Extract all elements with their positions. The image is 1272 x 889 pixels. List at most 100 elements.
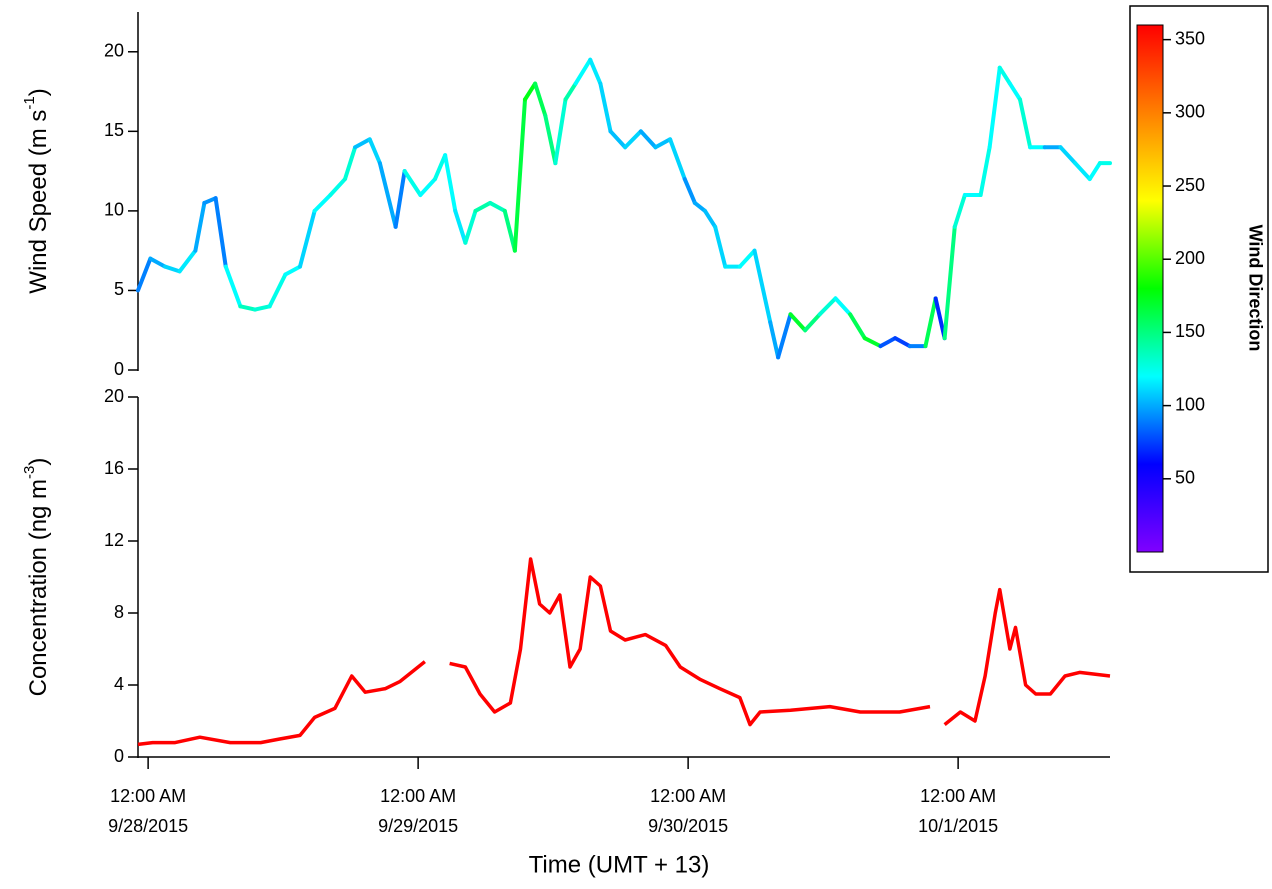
wind-segment: [788, 312, 808, 333]
y-axis-label: Wind Speed (m s-1): [21, 88, 52, 293]
y-tick-label: 8: [114, 602, 124, 622]
wind-segment: [1073, 161, 1092, 182]
wind-segment: [367, 137, 382, 166]
wind-segment: [433, 153, 448, 182]
colorbar-tick-label: 300: [1175, 102, 1205, 122]
wind-segment: [598, 81, 613, 134]
wind-segment: [703, 208, 718, 229]
wind-segment: [418, 177, 437, 197]
wind-segment: [193, 200, 207, 253]
colorbar-tick-label: 100: [1175, 394, 1205, 414]
wind-segment: [253, 304, 272, 312]
wind-segment: [1018, 97, 1033, 150]
wind-segment: [213, 196, 228, 269]
wind-segment: [978, 145, 992, 197]
wind-segment: [1087, 161, 1102, 182]
y-label-part: -3: [21, 466, 38, 479]
colorbar-frame: [1129, 5, 1269, 573]
wind-segment: [267, 272, 288, 309]
wind-segment: [987, 65, 1002, 150]
wind-segment: [893, 336, 912, 349]
colorbar-tick-label: 50: [1175, 468, 1195, 488]
colorbar-tick-label: 250: [1175, 175, 1205, 195]
wind-segment: [148, 256, 167, 269]
x-tick-label: 9/29/2015: [378, 816, 458, 836]
wind-segment: [328, 177, 347, 197]
x-tick-label: 12:00 AM: [110, 786, 186, 806]
wind-segment: [512, 97, 527, 253]
y-tick-label: 20: [104, 41, 124, 61]
wind-segment: [473, 200, 493, 213]
wind-segment: [952, 192, 967, 229]
wind-segment: [752, 248, 773, 325]
wind-segment: [878, 336, 898, 349]
wind-segment: [343, 145, 358, 182]
wind-segment: [768, 320, 781, 360]
wind-segment: [223, 264, 243, 309]
wind-segment: [238, 304, 257, 312]
wind-segment: [737, 248, 757, 269]
y-tick-label: 0: [114, 359, 124, 379]
wind-segment: [588, 57, 603, 86]
wind-segment: [608, 129, 628, 150]
y-label-part: Concentration (ng m: [25, 479, 52, 696]
y-tick-label: 15: [104, 120, 124, 140]
y-tick-label: 0: [114, 746, 124, 766]
wind-segment: [136, 256, 153, 293]
x-axis-label: Time (UMT + 13): [529, 851, 710, 878]
y-tick-label: 16: [104, 458, 124, 478]
wind-segment: [453, 208, 468, 245]
wind-segment: [848, 312, 867, 341]
x-tick-label: 12:00 AM: [380, 786, 456, 806]
x-tick-label: 12:00 AM: [920, 786, 996, 806]
wind-segment: [402, 169, 423, 197]
wind-segment: [533, 81, 548, 118]
wind-segment: [543, 113, 558, 166]
y-label-part: ): [25, 88, 52, 96]
wind-segment: [713, 224, 728, 269]
wind-segment: [283, 264, 302, 277]
wind-segment: [177, 248, 198, 274]
wind-segment: [803, 312, 822, 333]
wind-segment: [393, 169, 407, 229]
wind-segment: [653, 137, 673, 150]
y-tick-label: 5: [114, 279, 124, 299]
x-tick-label: 9/30/2015: [648, 816, 728, 836]
wind-segment: [573, 57, 593, 86]
y-label-part: -1: [21, 96, 38, 109]
wind-segment: [1007, 81, 1022, 102]
wind-segment: [638, 129, 658, 150]
y-tick-label: 20: [104, 386, 124, 406]
y-tick-label: 10: [104, 200, 124, 220]
wind-segment: [443, 153, 458, 213]
y-axis-label: Concentration (ng m-3): [21, 458, 52, 697]
wind-segment: [553, 97, 568, 166]
colorbar-tick-label: 200: [1175, 248, 1205, 268]
y-tick-label: 12: [104, 530, 124, 550]
wind-segment: [312, 192, 333, 213]
wind-segment: [163, 264, 182, 274]
wind-segment: [623, 129, 643, 150]
wind-segment: [923, 296, 938, 349]
wind-segment: [502, 208, 517, 253]
wind-segment: [933, 296, 947, 341]
wind-segment: [817, 296, 838, 317]
wind-segment: [523, 81, 538, 102]
wind-segment: [463, 208, 478, 245]
wind-segment: [1058, 145, 1078, 166]
wind-segment: [862, 336, 883, 349]
wind-segment: [833, 296, 853, 317]
wind-segment: [353, 137, 372, 150]
colorbar-tick-label: 150: [1175, 321, 1205, 341]
wind-segment: [682, 177, 697, 205]
colorbar-label: Wind Direction: [1245, 225, 1265, 352]
wind-segment: [563, 81, 578, 102]
wind-segment: [776, 312, 793, 360]
wind-segment: [692, 200, 707, 213]
colorbar: [1136, 24, 1164, 553]
colorbar-tick-label: 350: [1175, 28, 1205, 48]
wind-segment: [298, 208, 317, 269]
concentration-line: [137, 557, 1111, 747]
